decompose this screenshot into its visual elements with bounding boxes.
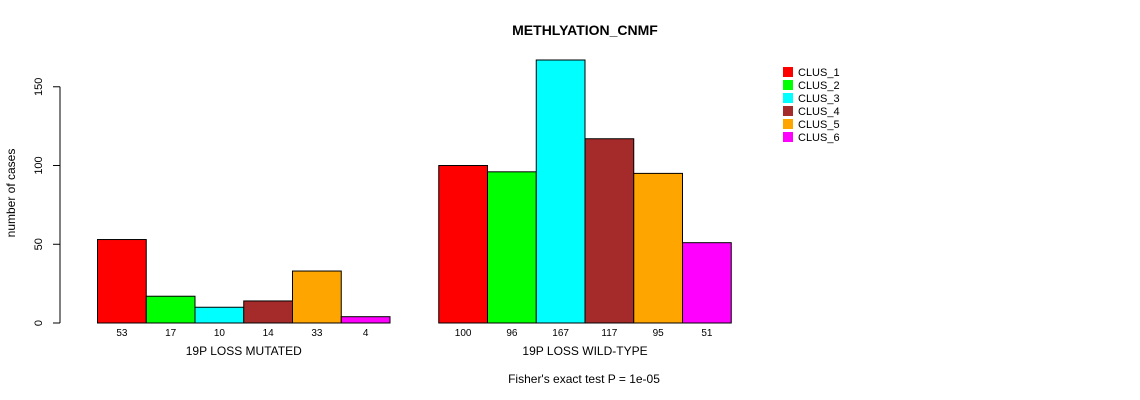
y-tick-label: 100 [33, 156, 45, 174]
legend-label: CLUS_6 [798, 132, 840, 144]
bar [535, 59, 586, 324]
bar-value-label: 10 [214, 328, 226, 339]
bar-value-label: 17 [165, 328, 177, 339]
bar [145, 295, 196, 324]
bar-value-label: 14 [263, 328, 275, 339]
y-axis-label: number of cases [4, 149, 18, 238]
bar [97, 239, 147, 324]
bar-value-label: 117 [601, 328, 617, 339]
bars: 53 17 10 14 33 4 19P LOSS MUTATED 100 96 167 117 95… [97, 59, 732, 358]
group-label: 19P LOSS WILD-TYPE [522, 344, 647, 358]
bar [292, 270, 342, 324]
legend-swatch [783, 93, 793, 103]
legend-label: CLUS_4 [798, 106, 840, 118]
bar-value-label: 95 [653, 328, 665, 339]
legend-swatch [783, 67, 793, 77]
legend-swatch [783, 106, 793, 116]
legend-label: CLUS_2 [798, 80, 840, 92]
legend-label: CLUS_1 [798, 67, 840, 79]
legend-swatch [783, 119, 793, 129]
bar [438, 165, 488, 324]
bar-value-label: 51 [701, 328, 713, 339]
legend-swatch [783, 80, 793, 90]
legend-swatch [783, 132, 793, 142]
bar [682, 242, 732, 324]
y-tick-label: 0 [33, 320, 45, 326]
bar [584, 138, 635, 324]
bar-value-label: 96 [506, 328, 518, 339]
y-axis: 0 50 100 150 [33, 78, 61, 326]
legend-label: CLUS_5 [798, 119, 840, 131]
y-tick-label: 50 [33, 238, 45, 250]
y-tick-label: 150 [33, 78, 45, 96]
bar-value-label: 167 [552, 328, 569, 339]
chart-subtitle: Fisher's exact test P = 1e-05 [508, 372, 660, 386]
legend-label: CLUS_3 [798, 93, 840, 105]
bar [340, 316, 391, 324]
chart-title: METHLYATION_CNMF [512, 22, 658, 38]
bar-value-label: 33 [311, 328, 323, 339]
bar [487, 171, 537, 324]
bar-value-label: 53 [116, 328, 128, 339]
bar [194, 306, 245, 324]
bar [633, 172, 683, 324]
bar-value-label: 4 [363, 328, 369, 339]
group-label: 19P LOSS MUTATED [186, 344, 302, 358]
bar [243, 300, 293, 324]
bar-value-label: 100 [455, 328, 472, 339]
